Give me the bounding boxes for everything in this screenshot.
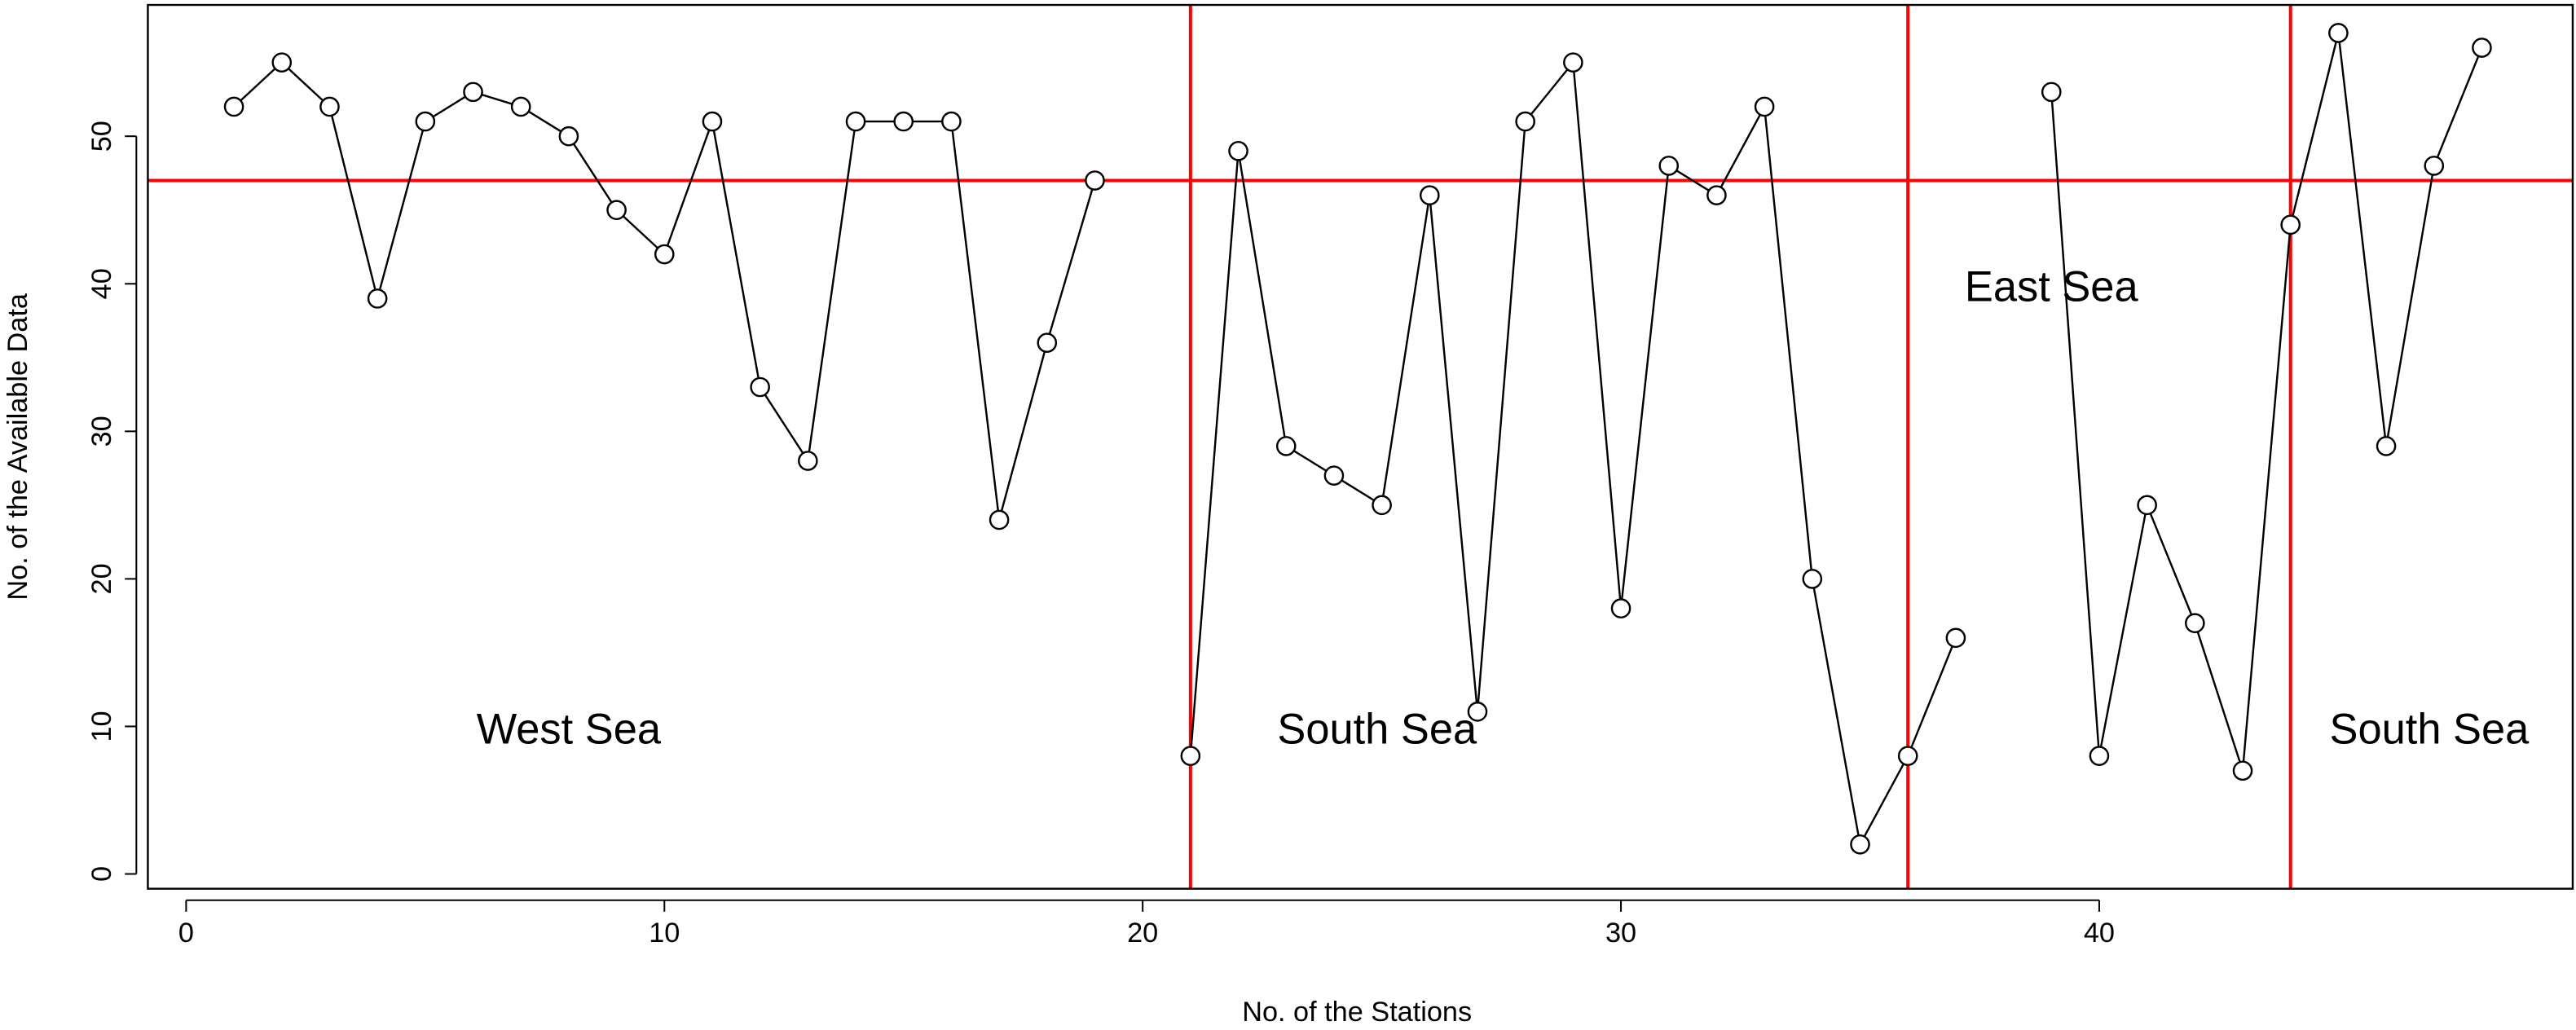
data-point: [1180, 746, 1201, 766]
data-point: [367, 288, 388, 309]
data-point: [223, 96, 244, 117]
data-point: [845, 111, 866, 132]
data-point: [1037, 332, 1058, 353]
x-tick-label: 40: [2084, 918, 2115, 949]
data-point: [1802, 569, 1823, 589]
data-point: [2280, 214, 2301, 235]
data-point: [2328, 23, 2349, 43]
data-point: [1945, 627, 1966, 649]
annotation: West Sea: [477, 706, 662, 754]
data-point: [2185, 613, 2205, 634]
y-axis-title: No. of the Available Data: [2, 293, 33, 600]
data-point: [798, 451, 818, 471]
data-point: [271, 52, 293, 73]
data-point: [1897, 746, 1918, 766]
data-point: [2089, 746, 2110, 766]
series-line: [233, 61, 1096, 521]
data-point: [1515, 111, 1535, 132]
y-tick-label: 20: [86, 563, 117, 594]
y-tick-label: 10: [86, 711, 117, 742]
data-point: [1706, 185, 1727, 205]
data-point: [1658, 156, 1680, 176]
x-tick-label: 10: [649, 918, 680, 949]
data-point: [319, 96, 340, 117]
data-point: [1420, 185, 1440, 205]
annotation: South Sea: [1277, 706, 1477, 754]
annotation: East Sea: [1965, 263, 2139, 310]
data-point: [2472, 37, 2492, 58]
data-point: [1754, 96, 1775, 117]
data-point: [2041, 81, 2062, 103]
data-point: [1610, 598, 1631, 618]
data-point: [893, 111, 914, 132]
y-tick-label: 50: [86, 121, 117, 152]
plot-frame: [147, 3, 2574, 890]
data-point: [750, 376, 770, 398]
data-point: [1085, 170, 1105, 191]
y-tick-label: 30: [86, 416, 117, 447]
data-point: [654, 244, 675, 265]
data-point: [989, 509, 1010, 530]
data-point: [2424, 156, 2445, 176]
x-tick-label: 30: [1605, 918, 1636, 949]
y-tick-label: 0: [86, 866, 117, 882]
data-point: [1228, 141, 1248, 161]
data-point: [1275, 436, 1297, 456]
data-point: [1323, 465, 1345, 486]
data-point: [2376, 436, 2397, 456]
data-point: [558, 125, 579, 147]
data-point: [2232, 760, 2253, 781]
data-point: [510, 96, 531, 117]
data-point: [606, 200, 627, 221]
series-line: [2050, 33, 2483, 772]
x-axis-title: No. of the Stations: [1242, 997, 1472, 1028]
data-point: [1563, 52, 1583, 73]
data-point: [941, 111, 962, 132]
data-point: [415, 111, 436, 132]
data-point: [463, 81, 483, 103]
y-tick-label: 40: [86, 268, 117, 299]
data-point: [1467, 702, 1488, 722]
data-point: [1850, 834, 1870, 855]
x-tick-label: 0: [178, 918, 194, 949]
data-point: [702, 111, 723, 132]
annotation: South Sea: [2330, 706, 2530, 754]
data-point: [1372, 495, 1392, 516]
data-point: [2137, 495, 2157, 516]
x-tick-label: 20: [1127, 918, 1158, 949]
